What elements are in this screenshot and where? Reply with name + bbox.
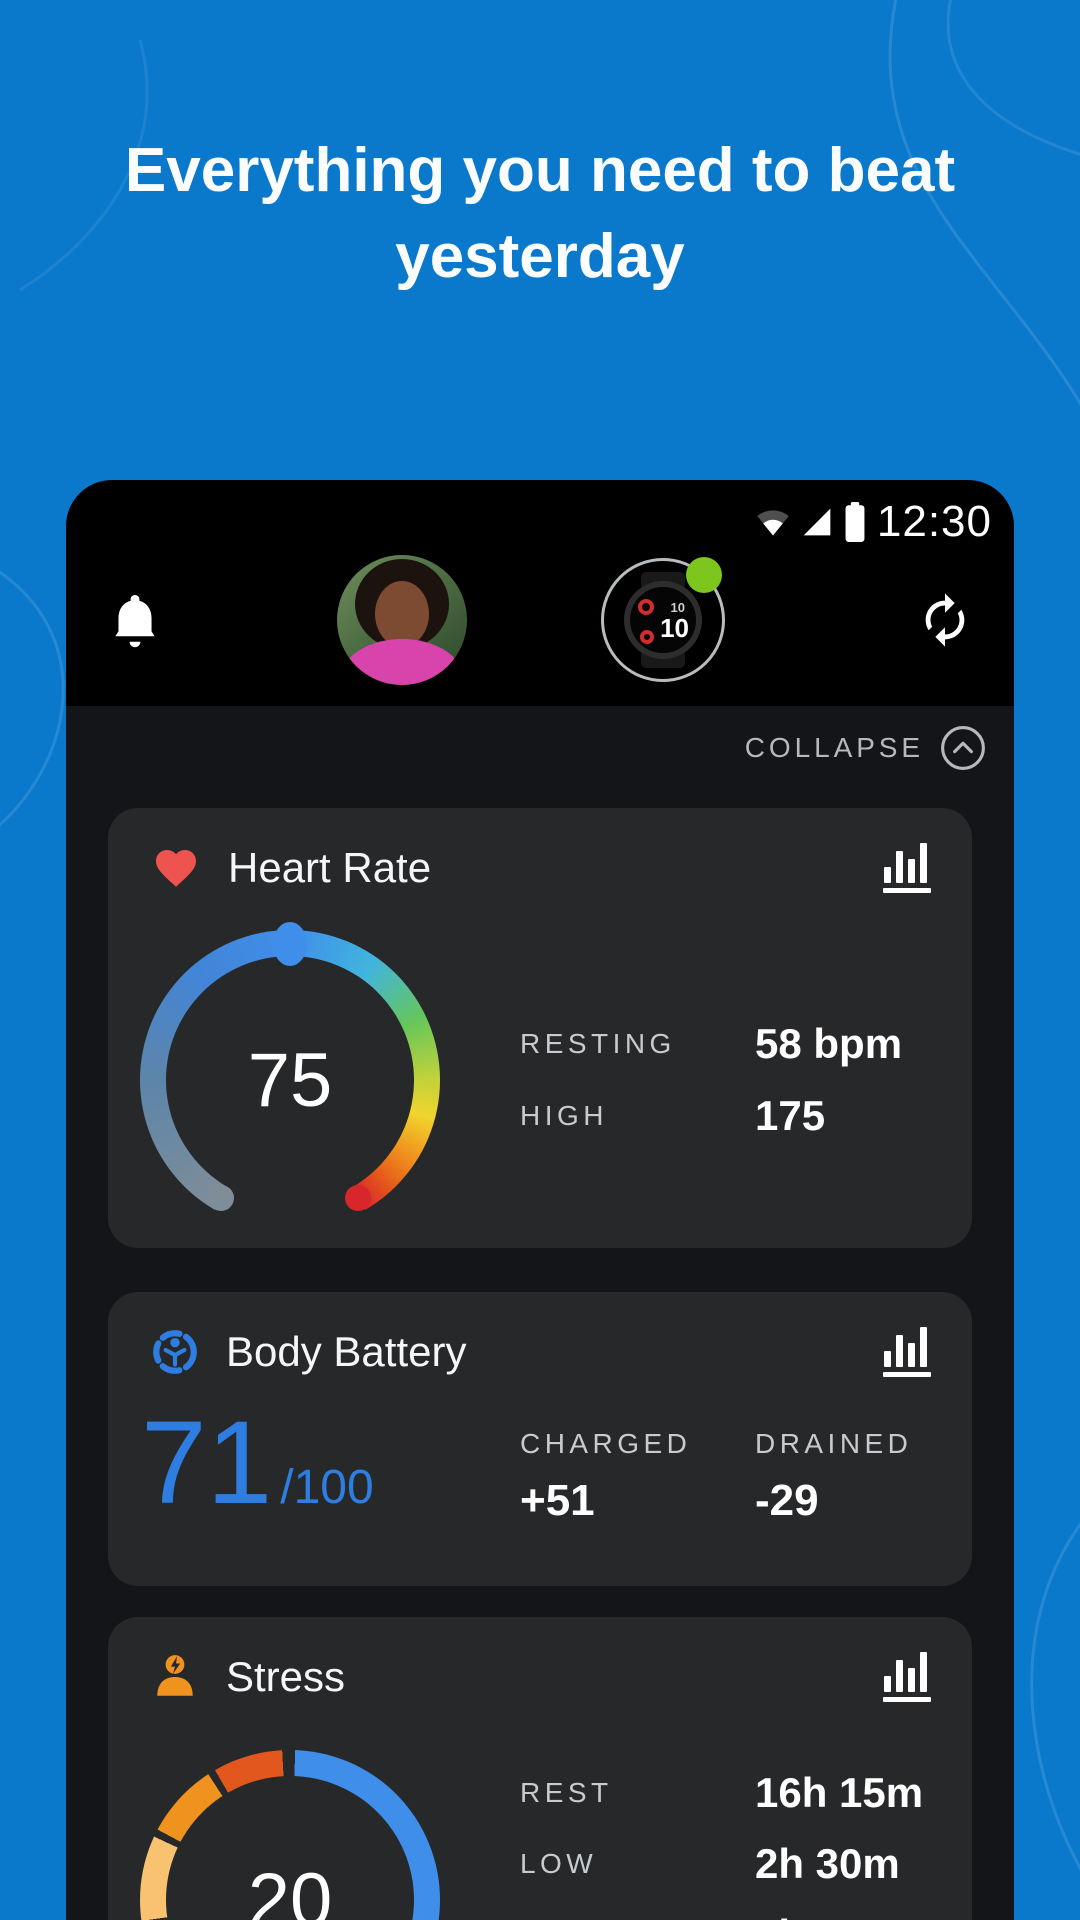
heart-rate-title: Heart Rate bbox=[228, 844, 432, 891]
heart-rate-card-header: Heart Rate bbox=[150, 840, 934, 896]
heart-rate-gauge-marker bbox=[273, 922, 307, 966]
stat-value: 16h 15m bbox=[755, 1768, 924, 1816]
stat-value: 58 bpm bbox=[755, 1020, 903, 1067]
chevron-up-circle-icon bbox=[941, 726, 985, 770]
stress-title: Stress bbox=[226, 1653, 346, 1700]
heart-rate-current-value: 75 bbox=[247, 1037, 333, 1123]
stat-value: -29 bbox=[755, 1476, 819, 1525]
stat-label: HIGH bbox=[520, 1100, 608, 1131]
stress-card[interactable]: Stress 20 REST 16h 15m bbox=[108, 1617, 972, 1920]
body-battery-title: Body Battery bbox=[226, 1328, 467, 1375]
stat-row: REST 16h 15m bbox=[520, 1757, 923, 1828]
battery-icon bbox=[845, 502, 865, 542]
heart-icon bbox=[156, 850, 196, 887]
body-battery-icon bbox=[153, 1330, 197, 1374]
stat-value: +51 bbox=[520, 1476, 595, 1525]
wifi-icon bbox=[757, 510, 789, 536]
stat-column: DRAINED -29 bbox=[755, 1428, 990, 1526]
stress-card-header: Stress bbox=[150, 1649, 934, 1705]
status-bar: 12:30 bbox=[66, 480, 1014, 554]
watch-selector[interactable]: 10 10 bbox=[601, 558, 725, 682]
user-avatar[interactable] bbox=[337, 555, 467, 685]
watch-face-time: 10 bbox=[660, 613, 689, 643]
avatar-face bbox=[375, 581, 429, 647]
body-battery-card-header: Body Battery bbox=[150, 1324, 934, 1380]
stat-value: 1h 45m bbox=[755, 1911, 900, 1920]
stat-value: 175 bbox=[755, 1092, 826, 1139]
stat-label: CHARGED bbox=[520, 1428, 692, 1459]
stress-gauge: 20 bbox=[140, 1750, 440, 1920]
body-battery-stats: CHARGED +51 DRAINED -29 bbox=[520, 1428, 990, 1526]
stat-label: LOW bbox=[520, 1847, 598, 1879]
watch-complication-icon bbox=[638, 599, 654, 615]
watch-device-icon: 10 10 bbox=[624, 581, 702, 659]
stress-person-icon bbox=[157, 1655, 193, 1696]
bar-chart-icon[interactable] bbox=[882, 843, 934, 893]
collapse-label: COLLAPSE bbox=[744, 732, 924, 763]
collapse-button[interactable]: COLLAPSE bbox=[745, 720, 986, 776]
watch-complication-icon bbox=[640, 630, 654, 644]
body-battery-denominator: /100 bbox=[280, 1461, 374, 1514]
stat-column: CHARGED +51 bbox=[520, 1428, 755, 1526]
gauge-end-cap bbox=[208, 1185, 234, 1211]
heart-rate-gauge: 75 bbox=[140, 922, 440, 1230]
watch-face-time-small: 10 bbox=[670, 600, 685, 615]
phone-mockup: 12:30 10 10 bbox=[66, 480, 1014, 1920]
stat-label: RESTING bbox=[520, 1028, 676, 1059]
body-battery-value: 71 bbox=[141, 1397, 273, 1529]
sync-refresh-icon[interactable] bbox=[916, 591, 974, 649]
stat-label: MEDIUM bbox=[520, 1919, 755, 1920]
body-battery-value-row: 71 /100 bbox=[141, 1404, 374, 1522]
stress-stats: REST 16h 15m LOW 2h 30m MEDIUM 1h 45m bbox=[520, 1757, 923, 1920]
watch-selector-ring bbox=[601, 558, 725, 682]
stat-row: HIGH 175 bbox=[520, 1080, 902, 1152]
stress-current-value: 20 bbox=[247, 1857, 333, 1920]
avatar-shirt bbox=[341, 639, 463, 685]
bar-chart-icon[interactable] bbox=[882, 1652, 934, 1702]
stat-label: DRAINED bbox=[755, 1428, 913, 1459]
page-title: Everything you need to beat yesterday bbox=[124, 136, 956, 291]
app-top-bar: 10 10 bbox=[66, 554, 1014, 706]
body-battery-card[interactable]: Body Battery 71 /100 CHARGED bbox=[108, 1292, 972, 1586]
status-time: 12:30 bbox=[876, 497, 992, 546]
gauge-end-cap bbox=[345, 1185, 371, 1211]
dashboard-content: COLLAPSE Heart Rate bbox=[66, 706, 1014, 1920]
stat-row: LOW 2h 30m bbox=[520, 1828, 923, 1899]
bar-chart-icon[interactable] bbox=[882, 1327, 934, 1377]
watch-connected-status-dot bbox=[686, 557, 722, 593]
stat-value: 2h 30m bbox=[755, 1839, 900, 1887]
stat-row: MEDIUM 1h 45m bbox=[520, 1899, 923, 1920]
notifications-bell-icon[interactable] bbox=[104, 589, 166, 651]
heart-rate-card[interactable]: Heart Rate 75 bbox=[108, 808, 972, 1248]
cellular-signal-icon bbox=[803, 508, 831, 536]
heart-rate-stats: RESTING 58 bpm HIGH 175 bbox=[520, 1008, 902, 1152]
stat-label: REST bbox=[520, 1776, 613, 1808]
stat-row: RESTING 58 bpm bbox=[520, 1008, 902, 1080]
